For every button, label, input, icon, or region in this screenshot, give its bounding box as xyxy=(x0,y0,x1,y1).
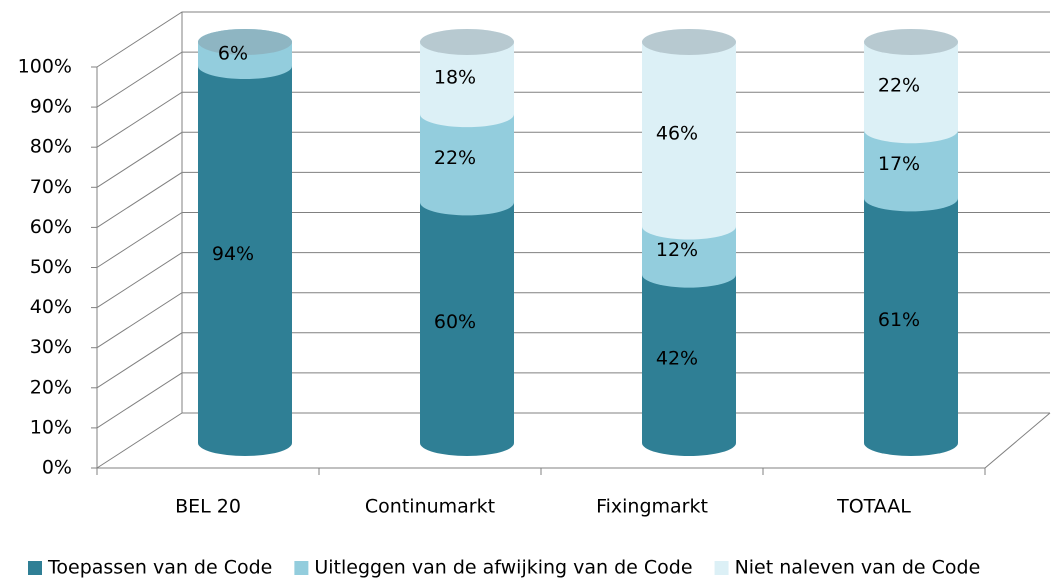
cylinder-segment xyxy=(642,29,736,240)
legend-label: Toepassen van de Code xyxy=(47,557,272,579)
cylinder-cap-shade xyxy=(198,29,292,55)
y-tick-label: 60% xyxy=(30,216,72,238)
x-tick-label: Continumarkt xyxy=(365,496,495,518)
data-label: 17% xyxy=(878,153,920,175)
cylinder-cap xyxy=(420,29,514,55)
y-tick-label: 20% xyxy=(30,376,72,398)
x-tick-label: BEL 20 xyxy=(175,496,241,518)
x-tick-label: TOTAAL xyxy=(836,496,911,518)
data-label: 12% xyxy=(656,239,698,261)
x-tick-label: Fixingmarkt xyxy=(596,496,708,518)
data-label: 61% xyxy=(878,309,920,331)
y-tick-label: 70% xyxy=(30,176,72,198)
cylinder-cap xyxy=(198,29,292,55)
legend-swatch xyxy=(294,561,309,575)
y-tick-label: 30% xyxy=(30,336,72,358)
cylinder-cap-shade xyxy=(420,29,514,55)
data-label: 60% xyxy=(434,311,476,333)
data-label: 46% xyxy=(656,123,698,145)
data-label: 18% xyxy=(434,67,476,89)
cylinder-segment xyxy=(420,189,514,456)
y-tick-label: 100% xyxy=(18,56,72,78)
data-label: 94% xyxy=(212,243,254,265)
data-label: 42% xyxy=(656,347,698,369)
y-tick-label: 0% xyxy=(42,457,72,479)
cylinder-cap-shade xyxy=(642,29,736,55)
cylinder-segment xyxy=(198,53,292,457)
data-label: 6% xyxy=(218,43,248,65)
y-tick-label: 80% xyxy=(30,136,72,158)
y-tick-label: 90% xyxy=(30,96,72,118)
legend-swatch xyxy=(28,561,42,575)
cylinder-segment xyxy=(420,29,514,128)
cylinder-segment xyxy=(864,185,958,456)
legend-label: Uitleggen van de afwijking van de Code xyxy=(314,557,692,579)
data-label: 22% xyxy=(434,147,476,169)
data-label: 22% xyxy=(878,75,920,97)
cylinder-cap xyxy=(642,29,736,55)
legend-swatch xyxy=(714,561,729,575)
cylinder-cap-shade xyxy=(864,29,958,55)
cylinder-cap xyxy=(864,29,958,55)
cylinder-segment xyxy=(420,101,514,216)
cylinder-segment xyxy=(642,261,736,456)
y-tick-label: 10% xyxy=(30,416,72,438)
y-tick-label: 50% xyxy=(30,256,72,278)
y-tick-label: 40% xyxy=(30,296,72,318)
legend-label: Niet naleven van de Code xyxy=(735,557,981,579)
cylinder-segment xyxy=(864,29,958,144)
